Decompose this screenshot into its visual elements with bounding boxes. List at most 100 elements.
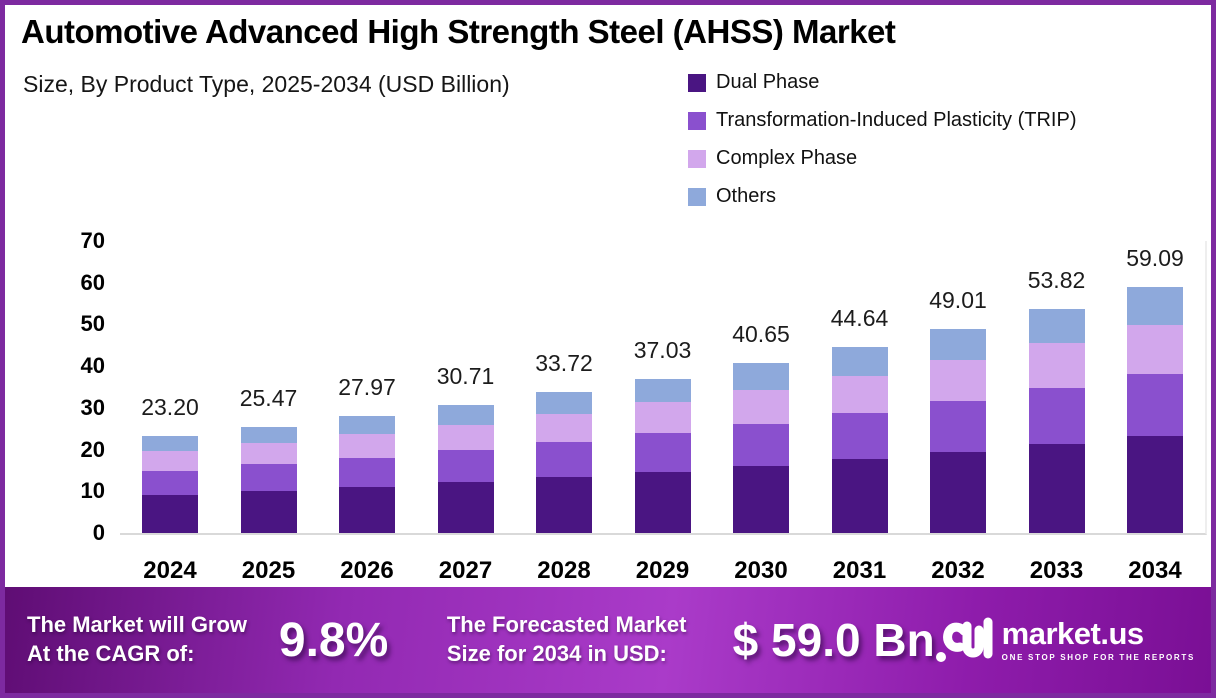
market-us-logo: market.us ONE STOP SHOP FOR THE REPORTS: [935, 614, 1195, 666]
legend-item-3: Others: [688, 185, 1076, 208]
x-tick-label-2027: 2027: [438, 557, 493, 584]
x-tick-label-2026: 2026: [340, 557, 394, 584]
y-tick-label-60: 60: [80, 269, 105, 295]
bar-segment: [831, 412, 888, 460]
bar-segment: [142, 436, 198, 452]
bar-segment: [339, 486, 395, 533]
forecast-label-line1: The Forecasted Market: [446, 612, 687, 638]
bar-segment: [240, 464, 297, 492]
y-tick-label-50: 50: [80, 311, 105, 337]
bar-total-label: 33.72: [535, 350, 593, 377]
bottom-banner: The Market will Grow At the CAGR of: 9.8…: [5, 587, 1211, 693]
y-axis: 0 10 20 30 40 50 60 70: [40, 229, 105, 545]
bar-segment: [831, 346, 888, 376]
x-tick-label-2031: 2031: [832, 557, 887, 584]
y-tick-label-30: 30: [80, 394, 105, 420]
y-tick-label-20: 20: [80, 436, 105, 462]
bar-segment: [1127, 286, 1183, 325]
stacked-bar-2028: 33.72 2028: [535, 350, 593, 584]
bar-segment: [142, 494, 198, 533]
bar-segment: [1127, 324, 1183, 375]
y-tick-label-70: 70: [80, 228, 105, 253]
bar-total-label: 53.82: [1027, 266, 1086, 293]
legend-swatch-icon: [688, 111, 706, 130]
page-title: Automotive Advanced High Strength Steel …: [21, 13, 896, 50]
stacked-bar-2025: 25.47 2025: [240, 385, 298, 584]
y-tick-label-0: 0: [92, 520, 105, 545]
y-tick-label-10: 10: [80, 478, 105, 504]
forecast-label: The Forecasted Market Size for 2034 in U…: [447, 611, 727, 668]
forecast-label-line2: Size for 2034 in USD:: [446, 641, 667, 666]
y-tick-label-40: 40: [80, 353, 105, 379]
bar-segment: [634, 433, 691, 472]
bar-total-label: 59.09: [1126, 244, 1184, 271]
bar-segment: [240, 443, 297, 465]
bar-segment: [1028, 308, 1085, 344]
infographic: Automotive Advanced High Strength Steel …: [5, 5, 1211, 693]
bar-segment: [1028, 343, 1085, 389]
page-subtitle: Size, By Product Type, 2025-2034 (USD Bi…: [23, 71, 510, 97]
bar-segment: [1127, 435, 1183, 533]
bar-total-label: 27.97: [338, 374, 396, 401]
bar-segment: [339, 457, 395, 487]
bar-segment: [536, 442, 592, 478]
bar-total-label: 25.47: [239, 384, 298, 411]
stacked-bar-2027: 30.71 2027: [437, 363, 495, 584]
bar-total-label: 37.03: [633, 336, 692, 363]
bar-segment: [930, 360, 986, 402]
legend-swatch-icon: [688, 187, 706, 206]
bar-segment: [634, 402, 691, 434]
bar-segment: [733, 389, 789, 424]
cagr-value: 9.8%: [278, 613, 389, 667]
stacked-bar-2030: 40.65 2030: [732, 321, 790, 584]
cagr-label: The Market will Grow At the CAGR of:: [27, 611, 279, 668]
bar-total-label: 23.20: [141, 394, 199, 421]
x-tick-label-2029: 2029: [635, 557, 690, 584]
bar-segment: [437, 424, 494, 451]
legend-item-0: Dual Phase: [688, 71, 1076, 94]
bar-segment: [339, 434, 395, 458]
bar-segment: [339, 416, 395, 435]
bar-segment: [634, 378, 691, 403]
bar-segment: [1127, 374, 1183, 436]
stacked-bar-2033: 53.82 2033: [1028, 267, 1086, 584]
logo-text-block: market.us ONE STOP SHOP FOR THE REPORTS: [1002, 618, 1195, 662]
bar-segment: [831, 459, 888, 533]
bar-segment: [733, 466, 789, 533]
bar-segment: [437, 404, 494, 425]
x-tick-label-2034: 2034: [1128, 557, 1182, 584]
bar-segment: [634, 471, 691, 533]
cagr-label-line1: The Market will Grow: [27, 612, 248, 638]
bar-segment: [437, 450, 494, 483]
bar-series: 23.20 2024 25.47 2025 27.97 2026 30.71 2027 33.7…: [120, 241, 1205, 584]
bar-total-label: 44.64: [830, 304, 889, 331]
legend-label: Complex Phase: [716, 147, 858, 169]
bar-total-label: 40.65: [732, 321, 790, 348]
logo-name: market.us: [1001, 616, 1144, 651]
stacked-bar-2029: 37.03 2029: [634, 337, 692, 584]
forecast-value: $ 59.0 Bn: [732, 614, 935, 666]
bar-segment: [240, 491, 297, 533]
bar-segment: [536, 477, 592, 533]
bar-segment: [142, 451, 198, 471]
stacked-bar-2034: 59.09 2034: [1126, 245, 1184, 584]
market-us-logo-icon: [935, 617, 993, 662]
bar-segment: [1028, 388, 1085, 445]
bar-segment: [1028, 444, 1085, 533]
x-tick-label-2025: 2025: [241, 557, 296, 584]
bar-total-label: 30.71: [436, 362, 495, 389]
plot-area: 23.20 2024 25.47 2025 27.97 2026 30.71 2027 33.7…: [120, 241, 1207, 584]
bar-segment: [930, 328, 986, 361]
legend-label: Transformation-Induced Plasticity (TRIP): [716, 109, 1077, 131]
x-tick-label-2033: 2033: [1029, 557, 1084, 584]
bar-total-label: 49.01: [929, 286, 987, 313]
x-tick-label-2028: 2028: [537, 557, 591, 584]
stacked-bar-2024: 23.20 2024: [141, 394, 199, 584]
bar-segment: [536, 414, 592, 443]
bar-segment: [930, 401, 986, 453]
x-tick-label-2030: 2030: [734, 557, 788, 584]
bar-segment: [930, 452, 986, 533]
legend-swatch-icon: [688, 73, 706, 92]
stacked-bar-2026: 27.97 2026: [338, 374, 396, 584]
x-tick-label-2024: 2024: [143, 557, 197, 584]
